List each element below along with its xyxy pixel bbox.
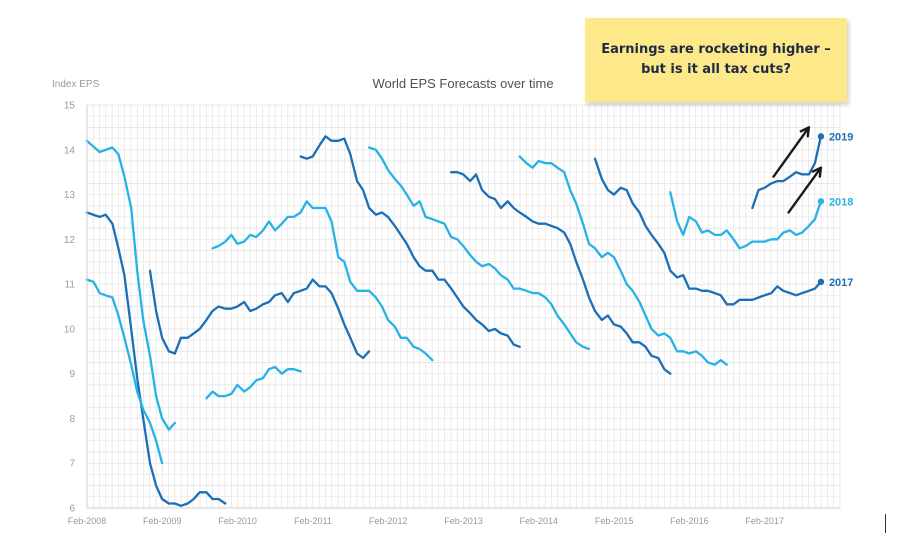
arrow-head	[799, 126, 811, 138]
series-line-dark	[85, 211, 227, 507]
x-tick-label: Feb-2010	[218, 516, 257, 526]
series-end-marker	[817, 133, 825, 140]
note-line-2: but is it all tax cuts?	[641, 62, 791, 77]
x-tick-label: Feb-2012	[369, 516, 408, 526]
series-line-dark	[593, 157, 823, 306]
y-tick-label: 8	[69, 414, 75, 425]
x-tick-label: Feb-2013	[444, 516, 483, 526]
x-tick-label: Feb-2009	[143, 516, 182, 526]
y-tick-label: 15	[64, 101, 76, 112]
arrow-head	[811, 166, 823, 178]
y-tick-label: 14	[64, 145, 76, 156]
series-line-light	[85, 139, 177, 431]
series-end-label: 2018	[829, 196, 853, 208]
y-tick-label: 9	[69, 369, 75, 380]
grid-lines	[86, 104, 841, 509]
series-line-light	[367, 146, 591, 351]
series-line-dark	[450, 171, 672, 375]
series-line-dark	[299, 135, 521, 348]
series-line-light	[518, 155, 728, 366]
note-line-1: Earnings are rocketing higher –	[601, 42, 831, 57]
x-tick-label: Feb-2011	[294, 516, 332, 526]
y-tick-label: 10	[64, 324, 76, 335]
series-line-light	[211, 200, 434, 362]
series-line-light	[669, 191, 823, 250]
axes: 6 7 8 9 10 11 12 13 14 15 Feb-2008 Feb-2009 Feb-2010…	[64, 101, 840, 526]
series-end-label: 2017	[829, 277, 853, 289]
series-line-light	[205, 365, 302, 400]
series-line-dark	[148, 269, 371, 360]
text-cursor	[885, 514, 886, 533]
annotation-arrows	[772, 126, 823, 214]
x-tick-label: Feb-2016	[670, 516, 709, 526]
series-line-dark	[751, 135, 823, 210]
end-labels: 2019 2018 2017	[817, 131, 853, 289]
y-tick-label: 6	[69, 504, 75, 515]
y-tick-label: 12	[64, 235, 76, 246]
series-end-marker	[817, 198, 825, 205]
y-tick-label: 11	[65, 280, 76, 291]
arrow-shaft	[787, 166, 823, 214]
x-tick-label: Feb-2017	[745, 516, 784, 526]
series-lines	[85, 135, 823, 507]
arrow-shaft	[772, 126, 811, 178]
x-tick-label: Feb-2008	[68, 516, 107, 526]
chart-title: World EPS Forecasts over time	[372, 76, 553, 91]
series-end-marker	[817, 278, 825, 286]
y-tick-label: 13	[64, 190, 76, 201]
x-tick-label: Feb-2015	[595, 516, 634, 526]
y-tick-label: 7	[69, 459, 75, 470]
x-tick-label: Feb-2014	[520, 516, 559, 526]
y-axis-label: Index EPS	[52, 79, 100, 90]
series-line-light	[85, 278, 164, 465]
series-end-label: 2019	[829, 131, 853, 143]
sticky-note: Earnings are rocketing higher – but is i…	[585, 18, 847, 102]
